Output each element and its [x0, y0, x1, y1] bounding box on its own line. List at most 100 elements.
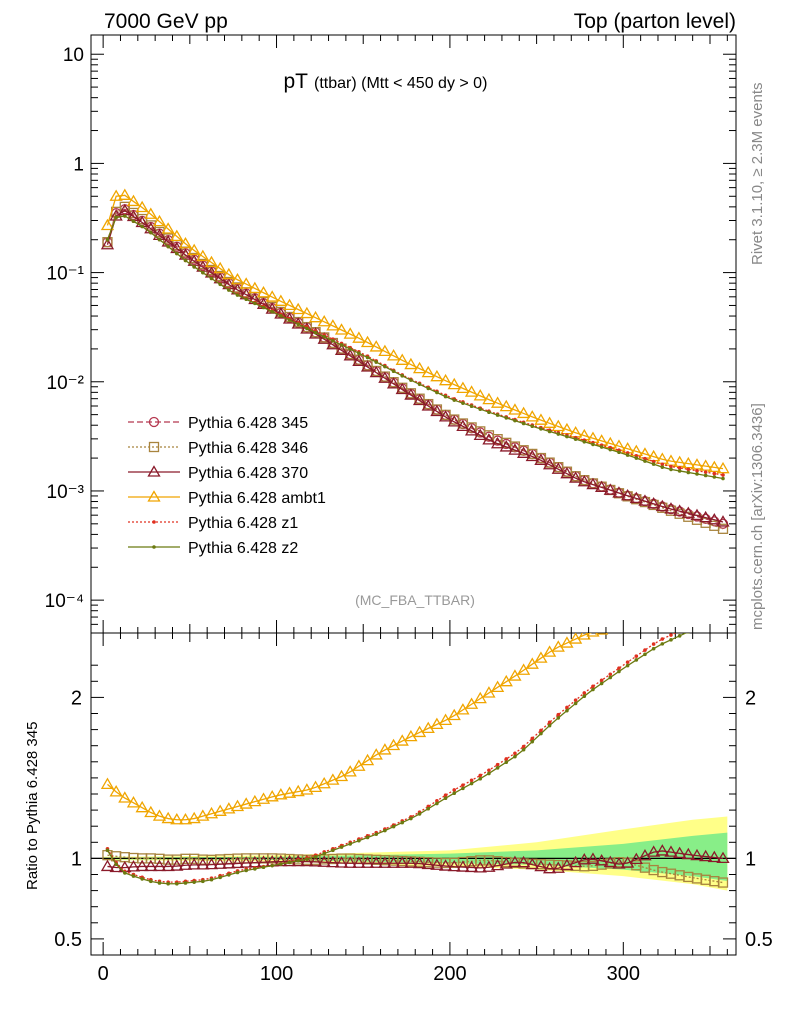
- legend-marker-p370: [147, 465, 161, 477]
- ratio-point-p370: [673, 846, 687, 859]
- ratio-point-z1: [660, 637, 665, 641]
- legend-marker-p346: [148, 441, 160, 453]
- data-point-z2: [365, 355, 370, 360]
- data-point-ambt1: [456, 381, 470, 394]
- data-point-p370: [109, 209, 123, 221]
- data-point-ambt1: [213, 261, 227, 274]
- ratio-point-z2: [695, 626, 699, 630]
- data-point-ambt1: [109, 189, 123, 201]
- legend-item-ambt1: Pythia 6.428 ambt1: [128, 490, 326, 507]
- ratio-point-z2: [296, 859, 300, 863]
- data-point-p370: [707, 512, 721, 525]
- ratio-point-z2: [617, 669, 621, 674]
- data-point-z2: [235, 293, 240, 297]
- data-point-ambt1: [421, 365, 435, 378]
- ratio-point-p370: [170, 859, 184, 871]
- ratio-point-z2: [599, 681, 604, 686]
- ratio-series-z2: [105, 619, 717, 886]
- ratio-point-ambt1: [135, 800, 149, 813]
- ratio-point-z2: [677, 634, 682, 638]
- ratio-point-z2: [713, 619, 717, 623]
- ratio-point-ambt1: [239, 797, 253, 809]
- ratio-point-ambt1: [577, 633, 591, 640]
- ratio-point-z2: [261, 865, 266, 870]
- ratio-point-ambt1: [516, 663, 531, 675]
- legend-label-z2: Pythia 6.428 z2: [188, 540, 298, 557]
- ratio-point-p370: [464, 860, 479, 873]
- ratio-point-z2: [565, 708, 569, 713]
- x-tick-label: 200: [433, 963, 466, 985]
- ratio-point-z2: [669, 638, 673, 642]
- ratio-point-p370: [386, 856, 401, 868]
- ratio-point-ambt1: [508, 669, 522, 681]
- ratio-point-p370: [187, 858, 201, 870]
- ratio-point-ambt1: [204, 806, 219, 819]
- ratio-point-p370: [490, 858, 505, 871]
- ratio-point-ambt1: [631, 616, 642, 626]
- ratio-point-p370: [447, 859, 461, 872]
- data-point-z2: [339, 343, 344, 347]
- data-point-z2: [183, 258, 188, 263]
- ratio-point-p370: [707, 850, 721, 863]
- data-point-z2: [131, 219, 136, 224]
- data-point-ambt1: [473, 389, 487, 401]
- ratio-point-z2: [487, 771, 491, 776]
- ratio-point-p370: [525, 857, 539, 870]
- ratio-point-ambt1: [657, 611, 668, 621]
- data-point-z2: [712, 475, 717, 479]
- ratio-point-ambt1: [499, 674, 513, 687]
- data-point-p370: [673, 504, 687, 516]
- ratio-point-z2: [166, 881, 170, 886]
- ratio-point-z1: [721, 615, 725, 619]
- ratio-point-z2: [513, 754, 517, 759]
- ratio-point-ambt1: [534, 651, 548, 663]
- ratio-point-ambt1: [360, 753, 375, 766]
- ratio-point-ambt1: [551, 640, 565, 652]
- data-point-p370: [404, 388, 418, 400]
- data-point-z2: [452, 398, 457, 402]
- data-point-p370: [716, 515, 730, 527]
- data-point-z2: [669, 467, 673, 472]
- data-point-z2: [478, 407, 483, 411]
- ratio-point-z2: [660, 642, 665, 646]
- ratio-point-z2: [105, 848, 110, 853]
- ratio-point-p370: [213, 857, 227, 869]
- ratio-point-z2: [192, 880, 196, 884]
- ratio-point-z2: [313, 854, 318, 859]
- data-point-z2: [686, 470, 691, 475]
- ratio-point-ambt1: [100, 777, 115, 789]
- data-point-z2: [409, 378, 413, 382]
- ratio-point-z2: [443, 796, 448, 801]
- data-point-z2: [504, 416, 509, 420]
- ratio-point-ambt1: [343, 765, 357, 777]
- ratio-y-tick-label-right: 0.5: [745, 929, 773, 951]
- data-point-ambt1: [187, 243, 201, 256]
- ratio-point-z1: [617, 666, 621, 671]
- ratio-point-z1: [625, 660, 630, 664]
- data-point-z2: [625, 453, 630, 457]
- ratio-point-ambt1: [326, 773, 340, 785]
- data-point-ambt1: [274, 294, 288, 306]
- ratio-point-ambt1: [683, 611, 694, 621]
- data-point-ambt1: [395, 353, 409, 365]
- y-tick-label: 10⁻²: [47, 373, 85, 394]
- data-point-z2: [114, 215, 118, 220]
- ratio-series-ambt1: [100, 611, 694, 825]
- data-point-ambt1: [204, 255, 219, 268]
- data-point-ambt1: [352, 331, 366, 343]
- data-point-p370: [690, 508, 704, 521]
- ratio-point-p370: [612, 857, 626, 869]
- data-point-p370: [386, 377, 401, 389]
- data-point-z1: [643, 456, 647, 461]
- ratio-point-p370: [647, 845, 661, 857]
- data-point-ambt1: [482, 392, 496, 405]
- ratio-point-z1: [565, 705, 569, 710]
- data-point-ambt1: [100, 218, 115, 231]
- data-point-p370: [369, 365, 383, 378]
- ratio-point-ambt1: [178, 812, 193, 825]
- data-point-ambt1: [551, 419, 565, 432]
- ratio-point-p370: [230, 856, 245, 869]
- data-point-ambt1: [508, 403, 522, 415]
- ratio-point-ambt1: [256, 792, 271, 804]
- data-point-p370: [594, 480, 609, 493]
